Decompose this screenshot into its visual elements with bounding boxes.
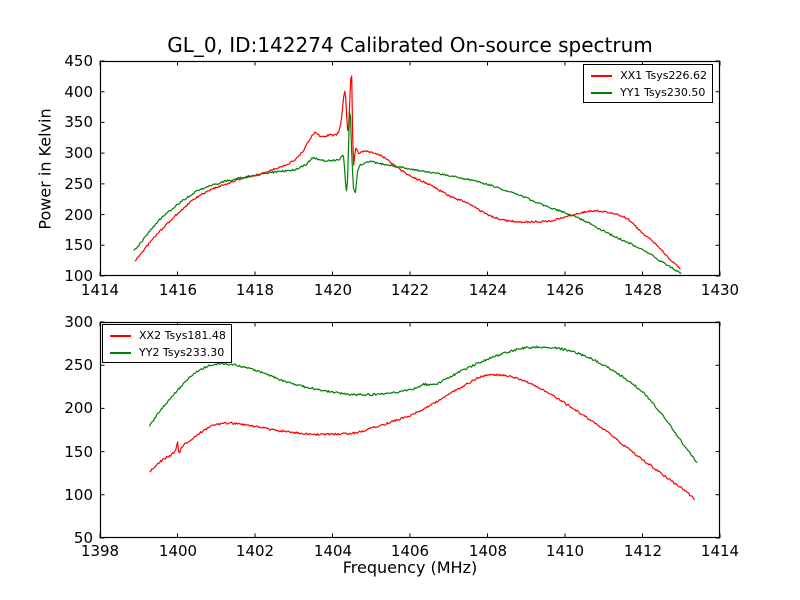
legend-line-sample-yy2 <box>110 351 131 354</box>
x-tick-label: 1406 <box>390 542 430 560</box>
y-tick-label: 200 <box>64 206 93 224</box>
x-tick-label: 1426 <box>545 281 585 299</box>
legend-line-sample-xx1 <box>591 74 613 77</box>
figure-title: GL_0, ID:142274 Calibrated On-source spe… <box>167 33 653 57</box>
legend-label-yy1: YY1 Tsys230.50 <box>620 86 706 99</box>
legend-entry-yy1: YY1 Tsys230.50 <box>591 85 707 100</box>
legend-entry-xx2: XX2 Tsys181.48 <box>110 328 226 343</box>
x-tick-label: 1428 <box>623 281 663 299</box>
legend-line-sample-yy1 <box>591 91 613 94</box>
legend-entry-xx1: XX1 Tsys226.62 <box>591 68 707 83</box>
x-tick-label: 1408 <box>468 542 508 560</box>
x-tick-label: 1410 <box>545 542 585 560</box>
x-tick-label: 1418 <box>235 281 275 299</box>
y-tick-label: 200 <box>64 399 93 417</box>
series-line-yy2 <box>149 345 698 463</box>
y-tick-label: 100 <box>64 267 93 285</box>
legend-line-sample-xx2 <box>110 334 131 337</box>
legend-label-xx2: XX2 Tsys181.48 <box>139 329 226 342</box>
legend-top-plot: XX1 Tsys226.62 YY1 Tsys230.50 <box>583 64 713 103</box>
x-tick-label: 1404 <box>313 542 353 560</box>
x-tick-label: 1400 <box>158 542 198 560</box>
legend-entry-yy2: YY2 Tsys233.30 <box>110 345 226 360</box>
legend-bottom-plot: XX2 Tsys181.48 YY2 Tsys233.30 <box>102 324 232 363</box>
series-line-yy1 <box>133 111 682 275</box>
x-axis-label: Frequency (MHz) <box>342 558 478 577</box>
y-tick-label: 250 <box>64 175 93 193</box>
x-tick-label: 1430 <box>700 281 740 299</box>
x-tick-label: 1424 <box>468 281 508 299</box>
y-tick-label: 450 <box>64 52 93 70</box>
legend-label-yy2: YY2 Tsys233.30 <box>139 346 225 359</box>
x-tick-label: 1422 <box>390 281 430 299</box>
legend-label-xx1: XX1 Tsys226.62 <box>620 69 707 82</box>
x-tick-label: 1398 <box>80 542 120 560</box>
x-tick-label: 1420 <box>313 281 353 299</box>
y-tick-label: 350 <box>64 113 93 131</box>
x-tick-label: 1402 <box>235 542 275 560</box>
series-line-xx1 <box>134 75 681 270</box>
x-tick-label: 1416 <box>158 281 198 299</box>
series-line-xx2 <box>149 373 696 501</box>
x-tick-label: 1412 <box>623 542 663 560</box>
y-tick-label: 400 <box>64 83 93 101</box>
y-tick-label: 300 <box>64 144 93 162</box>
y-tick-label: 100 <box>64 486 93 504</box>
y-tick-label: 300 <box>64 313 93 331</box>
x-tick-label: 1414 <box>700 542 740 560</box>
y-tick-label: 150 <box>64 236 93 254</box>
y-tick-label: 50 <box>73 529 93 547</box>
x-tick-label: 1414 <box>80 281 120 299</box>
y-tick-label: 250 <box>64 356 93 374</box>
y-tick-label: 150 <box>64 443 93 461</box>
